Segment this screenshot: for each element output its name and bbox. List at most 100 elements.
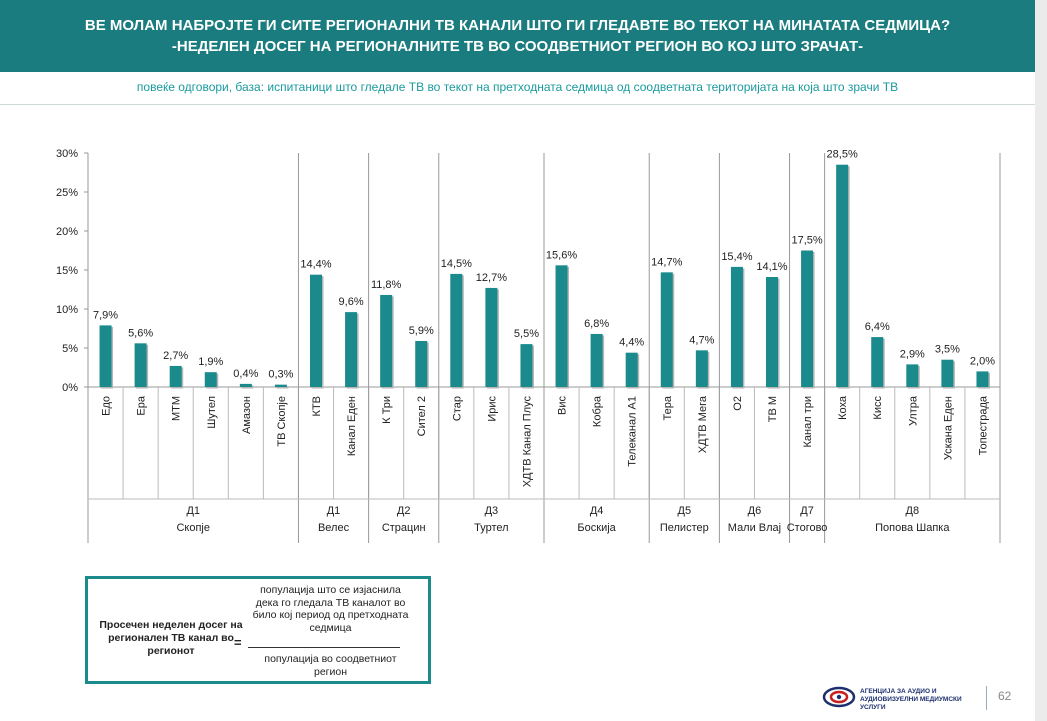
value-label: 15,6% [546, 249, 577, 261]
bar [380, 294, 393, 387]
bar [204, 372, 217, 387]
value-label: 6,8% [584, 318, 609, 330]
category-label: ХДТВ Мега [697, 395, 709, 453]
formula-denominator: популација во соодветниот регион [264, 653, 397, 678]
footer-divider [986, 686, 987, 710]
bar [310, 274, 322, 387]
group-code-label: Д3 [485, 505, 499, 517]
category-label: Канал три [802, 396, 814, 448]
agency-logo: АГЕНЦИЈА ЗА АУДИО И АУДИОВИЗУЕЛНИ МЕДИУМ… [822, 686, 972, 711]
bar [520, 344, 533, 387]
y-tick-label: 20% [56, 226, 78, 238]
category-label: Канал Еден [346, 396, 358, 456]
y-tick-label: 5% [62, 343, 78, 355]
bar [625, 352, 638, 387]
category-label: Сител 2 [416, 396, 428, 436]
category-label: Ера [136, 395, 148, 415]
category-label: ТВ М [767, 396, 779, 422]
group-name-label: Страцин [382, 522, 426, 534]
bar [976, 371, 989, 387]
fraction-line [248, 647, 400, 648]
value-label: 3,5% [935, 344, 960, 356]
category-label: Шутел [206, 396, 218, 429]
value-label: 28,5% [827, 149, 858, 161]
category-label: Телеканал А1 [627, 396, 639, 467]
group-name-label: Велес [318, 522, 350, 534]
value-label: 4,7% [689, 334, 714, 346]
logo-emblem-icon [822, 686, 856, 708]
category-label: Тера [662, 395, 674, 420]
y-tick-label: 0% [62, 382, 78, 394]
bar [555, 265, 568, 387]
value-label: 0,4% [233, 368, 258, 380]
formula-left-label: Просечен неделен досег на регионален ТВ … [99, 619, 243, 657]
bar [274, 384, 287, 387]
value-label: 14,4% [300, 259, 331, 271]
bar [99, 325, 112, 387]
category-label: К Три [381, 396, 393, 424]
category-label: Кисс [872, 396, 884, 420]
formula-box: Просечен неделен досег на регионален ТВ … [85, 576, 431, 684]
value-label: 5,6% [128, 327, 153, 339]
value-label: 14,5% [441, 258, 472, 270]
value-label: 2,7% [163, 350, 188, 362]
value-label: 5,9% [409, 325, 434, 337]
bar [590, 333, 603, 387]
formula-equals: = [234, 635, 242, 650]
group-code-label: Д1 [186, 505, 200, 517]
bar [415, 340, 428, 387]
y-tick-label: 10% [56, 304, 78, 316]
group-name-label: Пелистер [660, 522, 709, 534]
category-label: Кобра [592, 395, 604, 427]
value-label: 6,4% [865, 321, 890, 333]
group-code-label: Д2 [397, 505, 411, 517]
value-label: 1,9% [198, 356, 223, 368]
bar [450, 273, 463, 387]
group-name-label: Скопје [176, 522, 210, 534]
y-tick-label: 15% [56, 265, 78, 277]
bar [871, 337, 884, 387]
value-label: 15,4% [721, 251, 752, 263]
category-label: Стар [451, 396, 463, 421]
group-name-label: Мали Влај [728, 522, 781, 534]
group-code-label: Д4 [590, 505, 604, 517]
right-margin-strip [1035, 0, 1047, 721]
value-label: 7,9% [93, 309, 118, 321]
category-label: Топестрада [977, 395, 989, 455]
page-title: ВЕ МОЛАМ НАБРОЈТЕ ГИ СИТЕ РЕГИОНАЛНИ ТВ … [84, 17, 951, 34]
bar [695, 350, 708, 387]
y-tick-label: 25% [56, 187, 78, 199]
bar [836, 164, 849, 387]
category-label: О2 [732, 396, 744, 411]
value-label: 14,7% [651, 256, 682, 268]
value-label: 17,5% [791, 235, 822, 247]
value-label: 9,6% [339, 296, 364, 308]
group-name-label: Туртел [474, 522, 508, 534]
value-label: 2,0% [970, 355, 995, 367]
bar [941, 359, 954, 387]
group-name-label: Стогово [787, 522, 828, 534]
value-label: 4,4% [619, 337, 644, 349]
group-code-label: Д6 [748, 505, 762, 517]
category-label: Вис [557, 396, 569, 415]
bar-shadow [276, 386, 289, 389]
logo-text: АГЕНЦИЈА ЗА АУДИО И АУДИОВИЗУЕЛНИ МЕДИУМ… [860, 688, 962, 711]
category-label: ХДТВ Канал Плус [521, 396, 533, 488]
bar-chart: 0% 5% 10% 15% 20% 25% 30% 7,9% Едо 5,6% Ера 2,7% МТМ… [56, 148, 1001, 543]
value-label: 2,9% [900, 348, 925, 360]
page-number: 62 [998, 689, 1012, 703]
category-label: Ултра [907, 395, 919, 426]
formula-numerator: популација што се изјаснила дека го глед… [252, 584, 409, 634]
value-label: 5,5% [514, 328, 539, 340]
bar [766, 277, 778, 387]
page-subtitle: -НЕДЕЛЕН ДОСЕГ НА РЕГИОНАЛНИТЕ ТВ ВО СОО… [171, 38, 864, 55]
category-label: МТМ [171, 396, 183, 421]
category-label: ТВ Скопје [276, 396, 288, 447]
bar [730, 266, 743, 387]
group-name-label: Боскија [577, 522, 616, 534]
group-name-label: Попова Шапка [875, 522, 950, 534]
group-code-label: Д7 [800, 505, 814, 517]
bar [906, 364, 919, 387]
bar [239, 383, 252, 387]
bar [485, 287, 498, 387]
